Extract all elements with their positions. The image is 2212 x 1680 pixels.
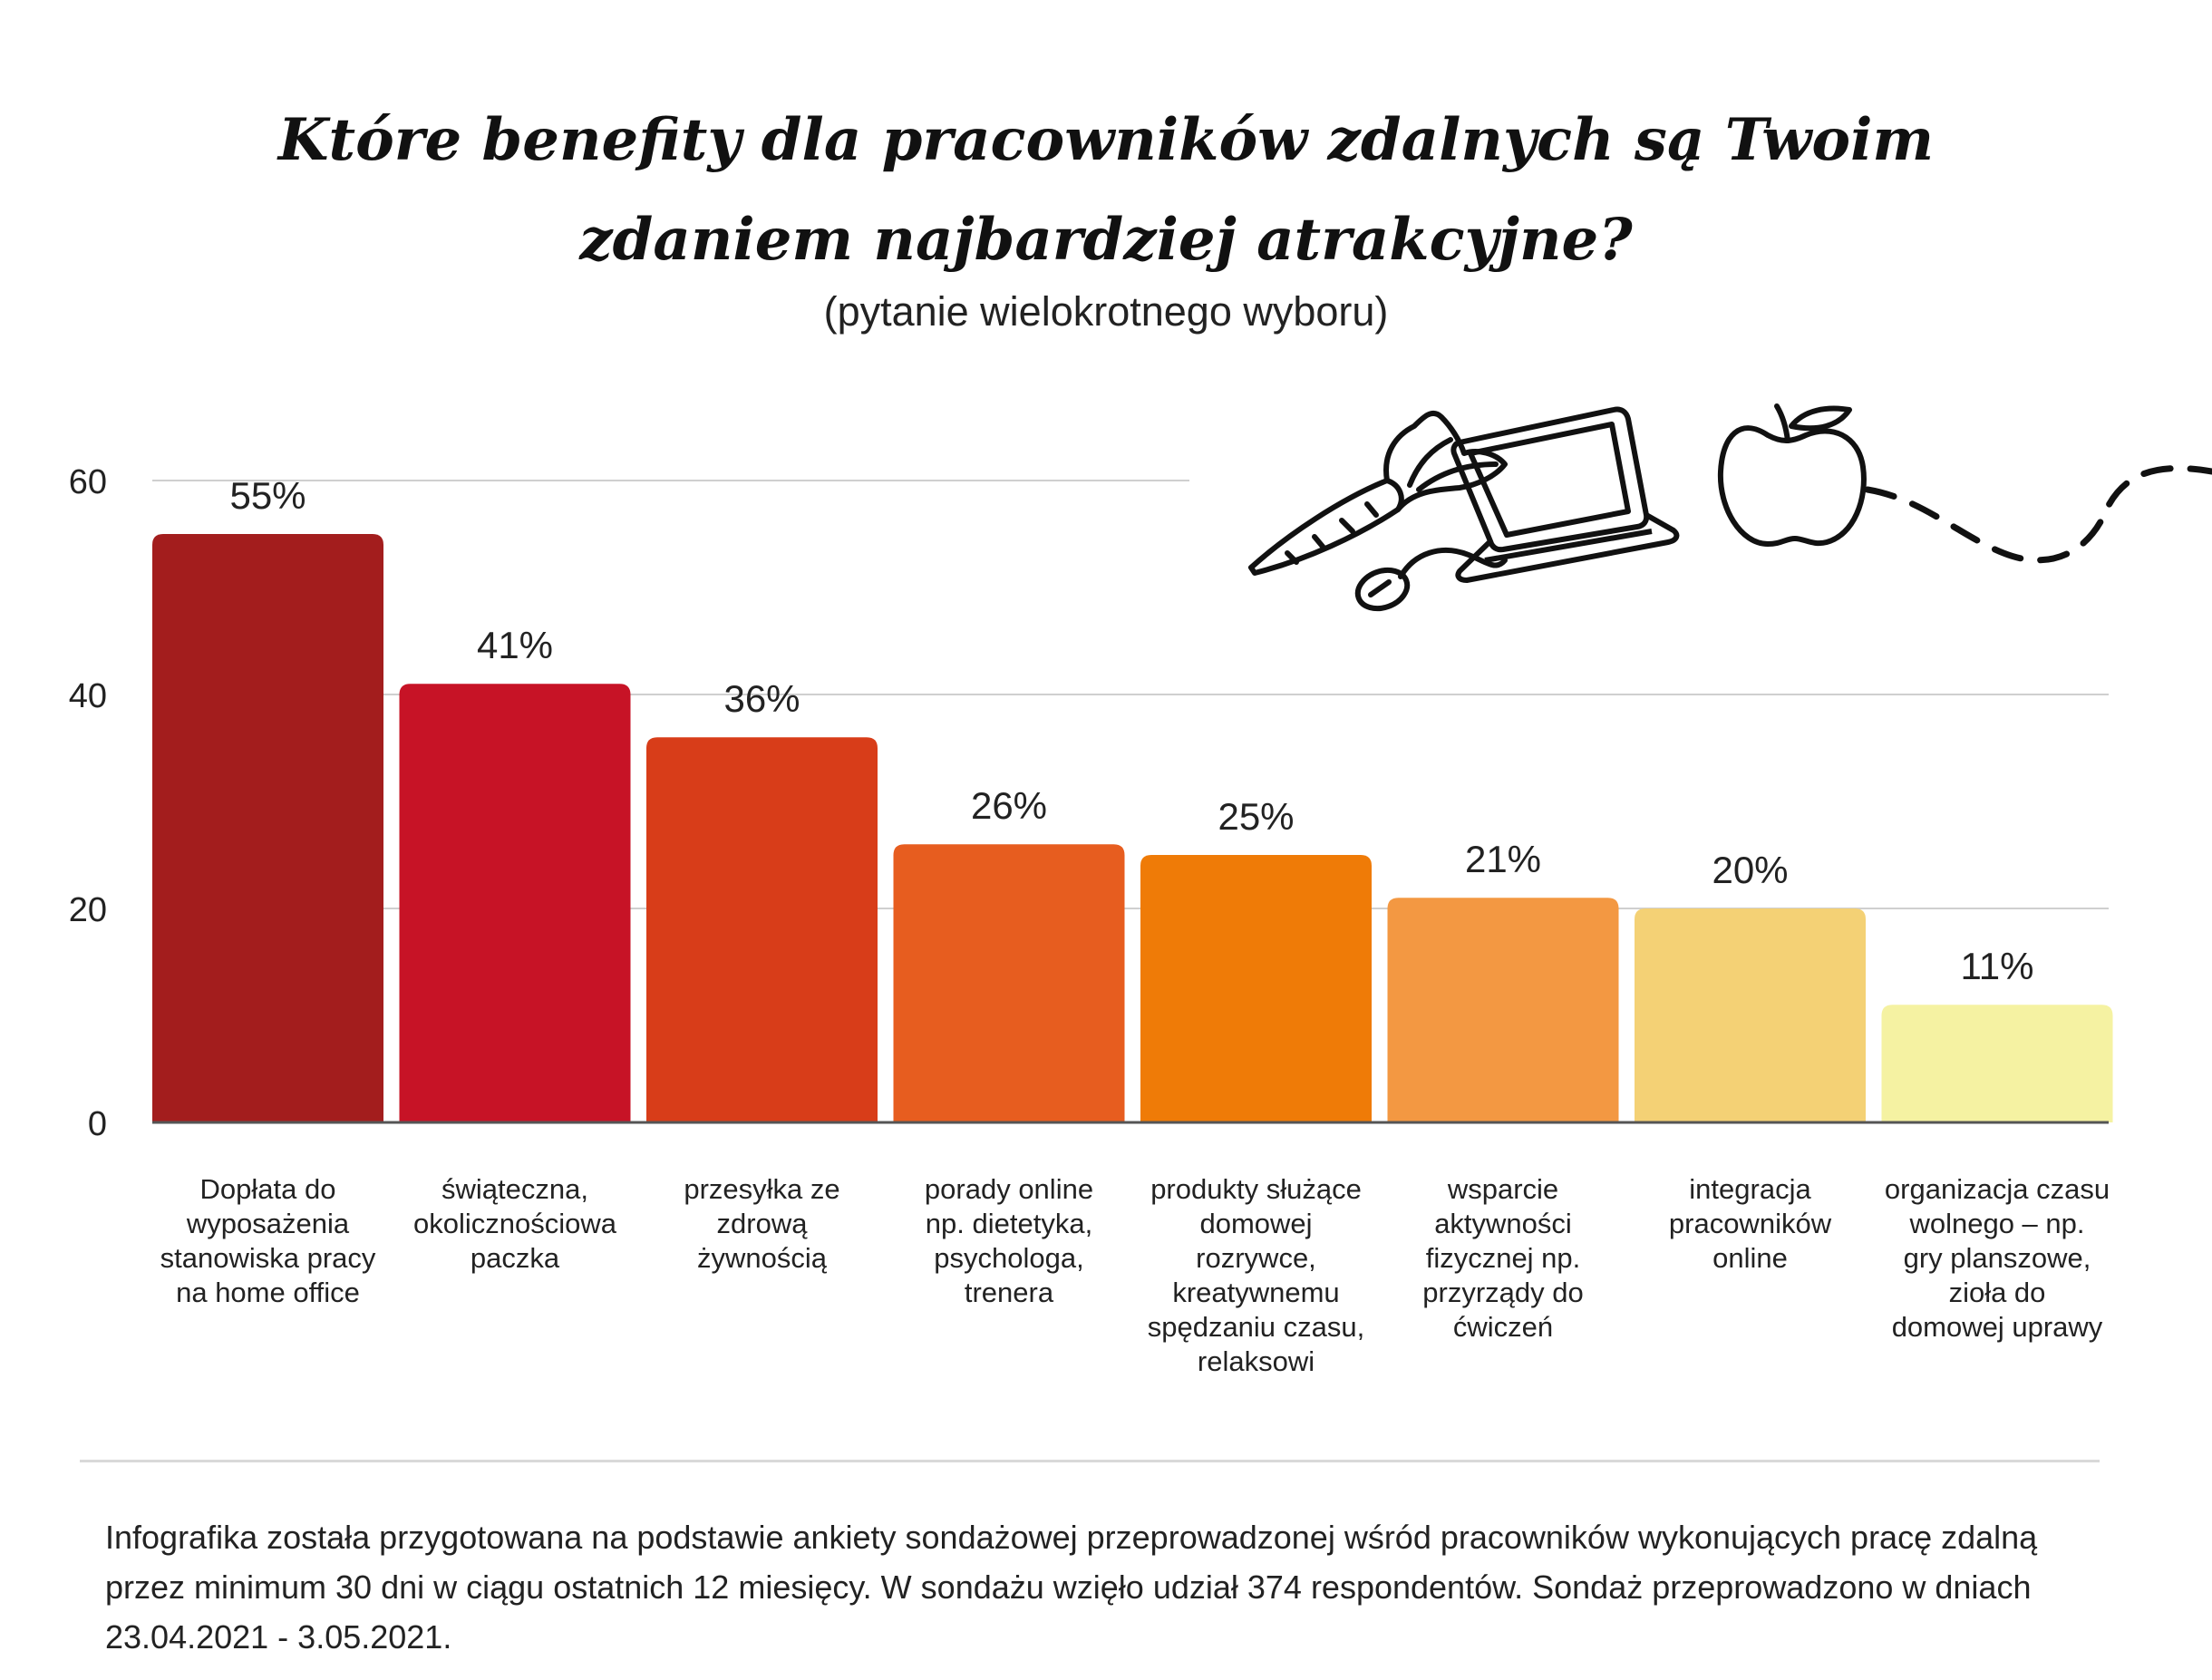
category-label-line: wyposażenia [186, 1208, 350, 1239]
category-label: integracja pracowników online [1669, 1173, 1832, 1274]
y-tick-label: 20 [69, 891, 107, 929]
category-label-line: trenera [965, 1277, 1054, 1308]
category-label-line: online [1712, 1242, 1788, 1274]
category-label-line: spędzaniu czasu, [1148, 1311, 1365, 1343]
laptop-icon [1450, 406, 1680, 583]
category-label-line: pracowników [1669, 1208, 1832, 1239]
category-label-line: Dopłata do [200, 1173, 336, 1205]
decoration-doodles [1248, 403, 2212, 612]
category-label: porady online np. dietetyka, psychologa, tr… [925, 1173, 1093, 1308]
bar [152, 534, 383, 1122]
category-label-line: domowej uprawy [1892, 1311, 2103, 1343]
category-label-line: na home office [176, 1277, 360, 1308]
category-label-line: gry planszowe, [1904, 1242, 2091, 1274]
category-label-line: przesyłka ze [684, 1173, 839, 1205]
value-label: 21% [1465, 838, 1541, 880]
category-label-line: porady online [925, 1173, 1093, 1205]
y-tick-label: 60 [69, 463, 107, 501]
footnote: Infografika została przygotowana na pods… [105, 1519, 2038, 1656]
chart-subtitle: (pytanie wielokrotnego wyboru) [823, 288, 1389, 335]
bar [1140, 855, 1372, 1122]
category-label: przesyłka ze zdrową żywnością [684, 1173, 839, 1274]
y-tick-label: 40 [69, 677, 107, 715]
y-tick-label: 0 [88, 1105, 107, 1143]
value-labels: 55% 41% 36% 26% 25% 21% 20% 11% [229, 474, 2033, 987]
category-label-line: świąteczna, [441, 1173, 588, 1205]
chart-title: Które benefity dla pracowników zdalnych … [0, 91, 2212, 290]
category-label-line: domowej [1199, 1208, 1312, 1239]
category-label-line: okolicznościowa [413, 1208, 617, 1239]
dashed-path [1864, 465, 2212, 564]
y-axis-ticks: 0 20 40 60 [69, 463, 107, 1143]
divider [80, 1460, 2100, 1462]
category-label-line: rozrywce, [1196, 1242, 1316, 1274]
bar-chart: 0 20 40 60 55% 41% 36% 26% 25% 21% 20% 11% Dopłata… [69, 463, 2113, 1377]
bar [646, 737, 878, 1122]
category-label-line: fizycznej np. [1426, 1242, 1581, 1274]
carrot-icon [1248, 410, 1508, 576]
category-label: wsparcie aktywności fizycznej np. przyrządy… [1422, 1173, 1583, 1343]
bar [1635, 908, 1866, 1122]
value-label: 36% [723, 677, 800, 720]
category-label-line: wsparcie [1447, 1173, 1558, 1205]
category-label-line: wolnego – np. [1908, 1208, 2084, 1239]
chart-title-line-1: Które benefity dla pracowników zdalnych … [277, 106, 1935, 174]
category-label: organizacja czasu wolnego – np. gry plansz… [1885, 1173, 2110, 1343]
category-label-line: ćwiczeń [1453, 1311, 1553, 1343]
chart-title-line-2: zdaniem najbardziej atrakcyjne? [579, 206, 1633, 274]
bar [1881, 1005, 2113, 1122]
value-label: 20% [1712, 849, 1788, 891]
value-label: 55% [229, 474, 306, 517]
category-label-line: relaksowi [1198, 1345, 1315, 1377]
category-label-line: kreatywnemu [1172, 1277, 1339, 1308]
category-label-line: np. dietetyka, [926, 1208, 1092, 1239]
bars [152, 534, 2113, 1122]
category-label-line: przyrządy do [1422, 1277, 1583, 1308]
category-label-line: zioła do [1949, 1277, 2046, 1308]
category-label-line: żywnością [697, 1242, 828, 1274]
bar [893, 844, 1125, 1122]
category-label-line: stanowiska pracy [160, 1242, 376, 1274]
mouse-icon [1354, 547, 1508, 612]
bar [399, 684, 631, 1122]
apple-icon [1717, 403, 1867, 547]
bar [1387, 898, 1619, 1122]
category-labels: Dopłata do wyposażenia stanowiska pracy na … [160, 1173, 2110, 1377]
category-label: produkty służące domowej rozrywce, kreatywn… [1148, 1173, 1365, 1377]
category-label-line: aktywności [1434, 1208, 1572, 1239]
category-label-line: integracja [1689, 1173, 1811, 1205]
category-label-line: psychologa, [934, 1242, 1083, 1274]
category-label-line: paczka [471, 1242, 560, 1274]
category-label-line: zdrową [717, 1208, 809, 1239]
value-label: 41% [477, 624, 553, 666]
value-label: 25% [1218, 795, 1294, 838]
category-label: Dopłata do wyposażenia stanowiska pracy na … [160, 1173, 376, 1308]
value-label: 26% [971, 784, 1047, 827]
category-label-line: produkty służące [1150, 1173, 1362, 1205]
category-label-line: organizacja czasu [1885, 1173, 2110, 1205]
value-label: 11% [1961, 945, 2034, 987]
category-label: świąteczna, okolicznościowa paczka [413, 1173, 617, 1274]
